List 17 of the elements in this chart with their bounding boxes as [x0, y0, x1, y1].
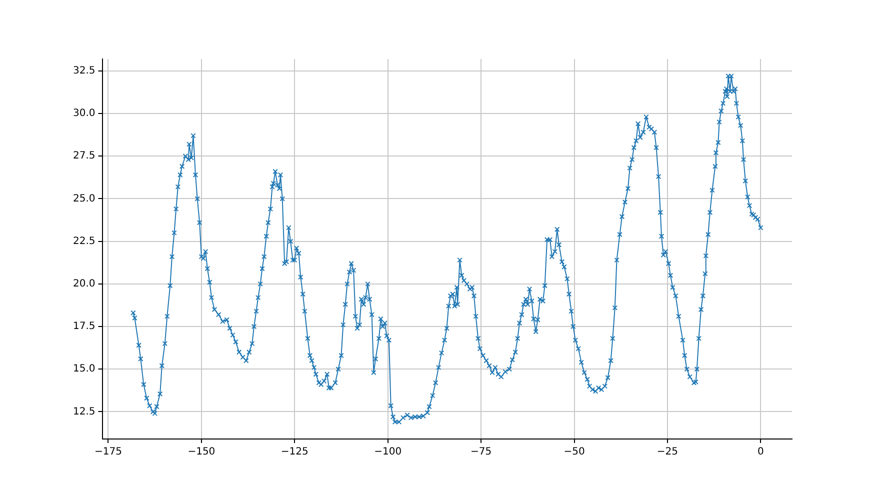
x-tick-label: −175 — [94, 446, 122, 458]
y-tick-label: 30.0 — [73, 108, 96, 120]
x-tick-label: −50 — [564, 446, 585, 458]
x-tick-label: −150 — [188, 446, 216, 458]
y-tick-label: 25.0 — [73, 193, 96, 204]
y-tick-label: 12.5 — [73, 406, 96, 418]
y-tick-label: 27.5 — [73, 150, 96, 162]
y-tick-label: 20.0 — [73, 278, 96, 290]
x-tick-label: −125 — [280, 446, 308, 458]
x-tick-label: 0 — [757, 446, 764, 458]
y-tick-label: 32.5 — [73, 66, 96, 77]
y-tick-label: 17.5 — [73, 321, 96, 332]
y-tick-label: 15.0 — [73, 364, 96, 375]
x-tick-label: −100 — [374, 446, 402, 458]
x-tick-label: −75 — [470, 446, 492, 458]
y-tick-label: 22.5 — [73, 236, 96, 247]
x-tick-label: −25 — [656, 446, 678, 458]
